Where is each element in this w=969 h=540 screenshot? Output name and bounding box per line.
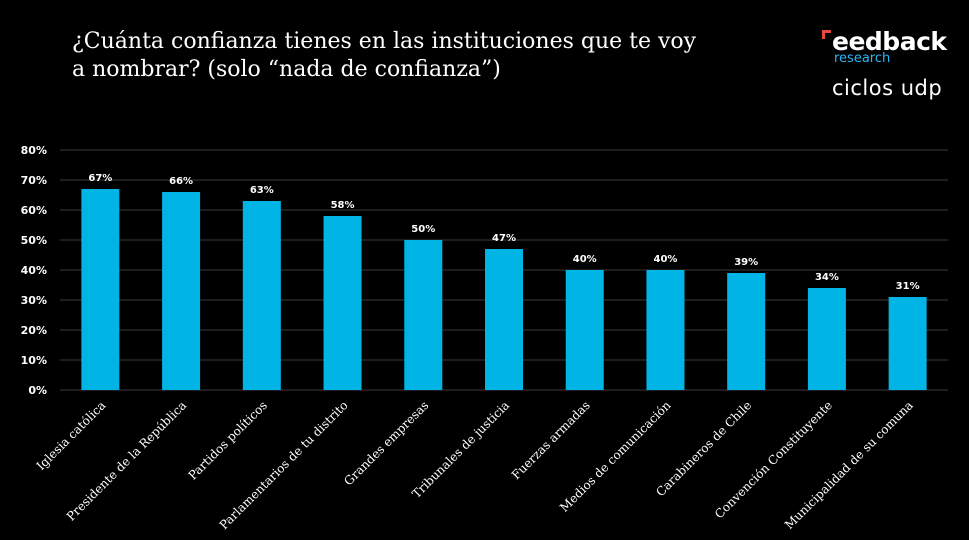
bar — [646, 270, 685, 390]
feedback-logo-text: eedback — [832, 27, 947, 56]
data-label: 63% — [250, 185, 274, 196]
bar — [807, 288, 846, 390]
feedback-logo-mark-icon — [822, 30, 834, 42]
y-tick-label: 50% — [21, 234, 47, 247]
bar — [888, 297, 927, 390]
x-tick-label: Partidos políticos — [186, 398, 270, 482]
ciclos-udp-logo-text: ciclos udp — [832, 76, 943, 100]
bar — [81, 189, 120, 390]
x-tick-label: Iglesia católica — [34, 398, 109, 473]
x-tick-label: Fuerzas armadas — [509, 398, 593, 482]
brand-logos: eedback research ciclos udp — [822, 28, 962, 108]
y-tick-label: 30% — [21, 294, 47, 307]
x-tick-label: Municipalidad de su comuna — [782, 398, 916, 532]
data-label: 40% — [653, 254, 677, 265]
bar — [727, 273, 766, 390]
chart-title: ¿Cuánta confianza tienes en las instituc… — [72, 28, 712, 84]
data-label: 47% — [492, 233, 516, 244]
bar — [565, 270, 604, 390]
bar — [485, 249, 523, 390]
chart-title-line-1: ¿Cuánta confianza tienes en las instituc… — [72, 29, 697, 54]
y-tick-label: 60% — [21, 204, 47, 217]
bar — [242, 201, 281, 390]
data-label: 50% — [411, 224, 435, 235]
data-label: 58% — [331, 200, 355, 211]
data-label: 40% — [573, 254, 597, 265]
data-label: 66% — [169, 176, 193, 187]
y-tick-label: 10% — [21, 354, 47, 367]
research-logo-text: research — [834, 51, 891, 66]
y-tick-label: 20% — [21, 324, 47, 337]
data-label: 34% — [815, 272, 839, 283]
data-label: 67% — [88, 173, 112, 184]
y-tick-label: 70% — [21, 174, 47, 187]
bar — [404, 240, 443, 390]
y-tick-label: 0% — [28, 384, 47, 397]
data-label: 31% — [896, 281, 920, 292]
x-tick-label: Grandes empresas — [341, 398, 431, 488]
x-tick-label: Parlamentarios de tu distrito — [217, 398, 351, 532]
bar — [162, 192, 201, 390]
data-label: 39% — [734, 257, 758, 268]
bar — [323, 216, 362, 390]
y-tick-label: 80% — [21, 144, 47, 157]
y-tick-label: 40% — [21, 264, 47, 277]
chart-title-line-2: a nombrar? (solo “nada de confianza”) — [72, 57, 501, 82]
